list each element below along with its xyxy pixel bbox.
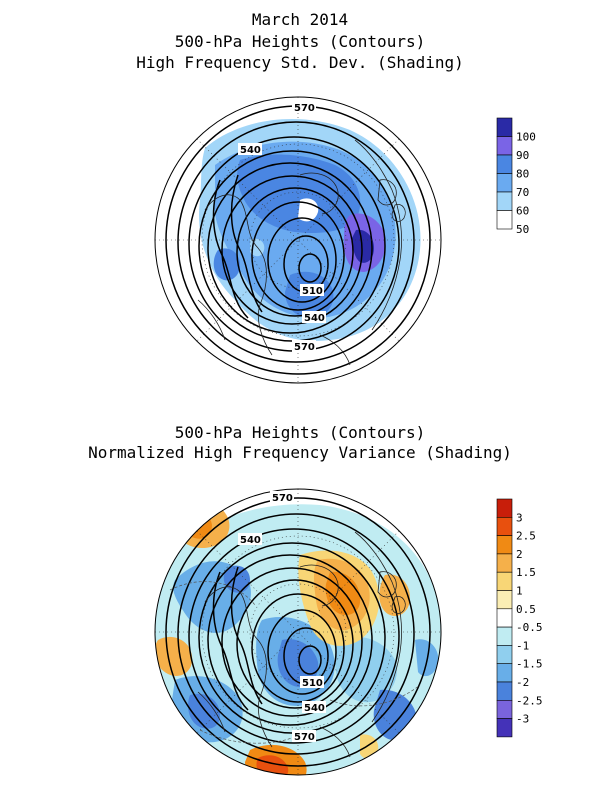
panel1-coastlines: [197, 139, 406, 366]
panel1-colorbar-swatch: [496, 210, 513, 230]
svg-text:540: 540: [304, 313, 325, 324]
panel2-colorbar-tick-label: 0.5: [516, 603, 536, 616]
panel1-colorbar-swatch: [496, 173, 513, 193]
panel2-colorbar-tick-label: 3: [516, 511, 523, 524]
panel2-colorbar-swatch: [496, 663, 513, 683]
panel2-colorbar-swatch: [496, 590, 513, 610]
panel1-colorbar-swatch: [496, 117, 513, 137]
panel2-title-line1: 500-hPa Heights (Contours): [174, 423, 426, 442]
panel2-title-line2: Normalized High Frequency Variance (Shad…: [88, 443, 512, 462]
panel2-colorbar-tick-label: 2.5: [516, 530, 536, 543]
panel1-title-line2: 500-hPa Heights (Contours): [174, 32, 426, 51]
panel2-colorbar-swatch: [496, 699, 513, 719]
panel2-colorbar-swatch: [496, 645, 513, 665]
panel1-title-line3: High Frequency Std. Dev. (Shading): [136, 53, 464, 72]
panel2-coastlines: [197, 531, 406, 758]
svg-text:510: 510: [302, 286, 323, 297]
panel1-map: 570 540 510 540 570: [154, 96, 442, 384]
panel2-colorbar-tick-label: -3: [516, 713, 529, 726]
panel1-latlon-grid: [155, 97, 441, 383]
panel2-colorbar-swatch: [496, 718, 513, 738]
panel2-colorbar-tick-label: -0.5: [516, 621, 543, 634]
svg-text:570: 570: [294, 732, 315, 743]
panel1-colorbar-tick-label: 50: [516, 223, 529, 236]
panel2-colorbar-tick-label: 1: [516, 585, 523, 598]
panel1-colorbar-tick-label: 90: [516, 149, 529, 162]
panel2-colorbar-swatch: [496, 535, 513, 555]
panel1-colorbar-swatch: [496, 154, 513, 174]
panel2-variance-contours: [169, 581, 421, 744]
svg-text:540: 540: [304, 703, 325, 714]
panel2-colorbar-tick-label: 2: [516, 548, 523, 561]
panel1-colorbar-tick-label: 60: [516, 205, 529, 218]
svg-text:570: 570: [272, 493, 293, 504]
panel1-colorbar-tick-label: 80: [516, 168, 529, 181]
panel2-colorbar-swatch: [496, 608, 513, 628]
panel2-colorbar-swatch: [496, 626, 513, 646]
panel2-colorbar-tick-label: -2.5: [516, 694, 543, 707]
svg-text:540: 540: [240, 145, 261, 156]
panel1-colorbar: 100 90 80 70 60 50: [496, 117, 536, 236]
panel2-map: 570 540 510 540 570: [154, 488, 442, 776]
panel1-colorbar-tick-label: 70: [516, 186, 529, 199]
svg-text:570: 570: [294, 342, 315, 353]
panel2-colorbar-swatch: [496, 571, 513, 591]
panel2-colorbar-tick-label: -2: [516, 676, 529, 689]
panel2-colorbar-tick-label: 1.5: [516, 566, 536, 579]
panel2-colorbar-tick-label: -1: [516, 639, 529, 652]
panel2-contour-labels: 570 540 510 540 570: [238, 491, 326, 743]
panel1-colorbar-tick-label: 100: [516, 131, 536, 144]
panel2-colorbar: 3 2.5 2 1.5 1 0.5 -0.5 -1 -1.5 -2 -2.5 -3: [496, 498, 543, 738]
panel2-colorbar-swatch: [496, 681, 513, 701]
panel2-colorbar-swatch: [496, 553, 513, 573]
panel2-colorbar-swatch: [496, 498, 513, 518]
panel2-colorbar-tick-label: -1.5: [516, 658, 543, 671]
panel1-colorbar-swatch: [496, 136, 513, 156]
svg-text:510: 510: [302, 678, 323, 689]
panel1-contour-labels: 570 540 510 540 570: [238, 101, 326, 353]
panel2-map-border: [154, 488, 442, 776]
svg-text:570: 570: [294, 103, 315, 114]
panel1-colorbar-swatch: [496, 191, 513, 211]
panel2-height-contours: [165, 497, 431, 767]
svg-text:540: 540: [240, 535, 261, 546]
panel1-title-line1: March 2014: [251, 10, 349, 29]
panel2-latlon-grid: [155, 489, 441, 775]
panel2-colorbar-swatch: [496, 516, 513, 536]
panel1-map-border: [154, 96, 442, 384]
